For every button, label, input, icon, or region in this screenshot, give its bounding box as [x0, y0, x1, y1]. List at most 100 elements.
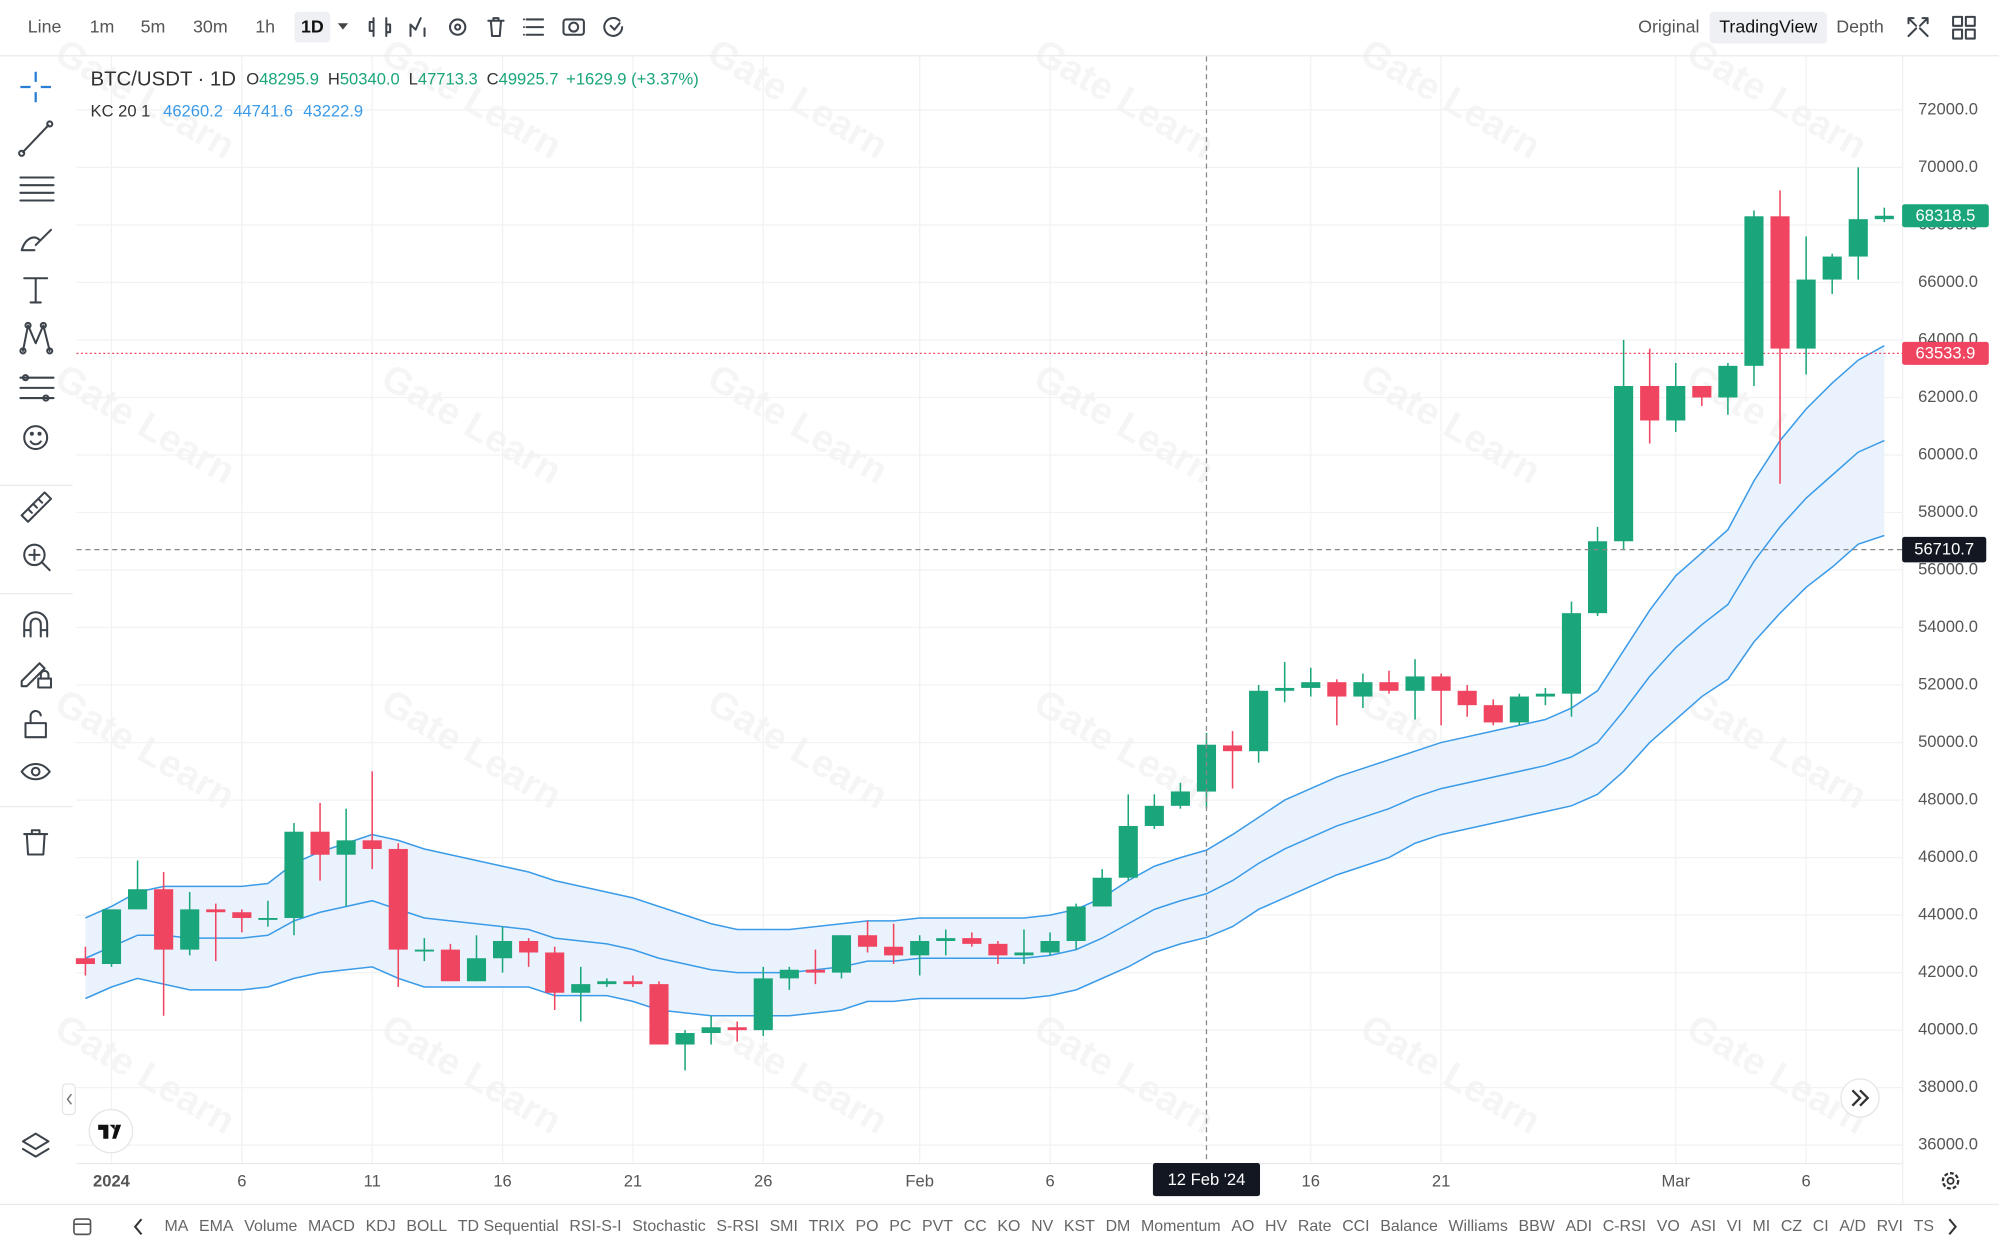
pattern-tool[interactable]: [19, 321, 54, 355]
indicator-button[interactable]: Stochastic: [632, 1218, 705, 1235]
indicator-button[interactable]: PO: [856, 1218, 879, 1235]
indicator-button[interactable]: Balance: [1380, 1218, 1438, 1235]
indicator-button[interactable]: KO: [997, 1218, 1020, 1235]
indicator-button[interactable]: PVT: [922, 1218, 953, 1235]
replay-button[interactable]: [603, 17, 624, 37]
candle-body: [154, 889, 174, 950]
indicator-button[interactable]: TD Sequential: [458, 1218, 559, 1235]
view-tab[interactable]: TradingView: [1719, 16, 1817, 36]
channel-line: [85, 439, 1885, 974]
delete-button[interactable]: [487, 17, 505, 38]
indicator-button[interactable]: TS: [1914, 1218, 1934, 1235]
collapse-sidebar-button[interactable]: [61, 1083, 76, 1116]
indicator-button[interactable]: ADI: [1565, 1218, 1592, 1235]
y-tick-label: 54000.0: [1918, 617, 1978, 636]
indicator-button[interactable]: VO: [1657, 1218, 1680, 1235]
unlock-tool[interactable]: [24, 710, 47, 739]
indicator-button[interactable]: CZ: [1781, 1218, 1802, 1235]
ohlc-value: 48295.9: [259, 70, 319, 89]
visibility-tool[interactable]: [20, 762, 51, 781]
indicator-button[interactable]: CI: [1813, 1218, 1829, 1235]
lock-drawings-tool[interactable]: [20, 662, 53, 689]
indicator-button[interactable]: Rate: [1298, 1218, 1332, 1235]
indicator-button[interactable]: EMA: [199, 1218, 234, 1235]
indicator-button[interactable]: VI: [1727, 1218, 1742, 1235]
indicator-button[interactable]: NV: [1031, 1218, 1053, 1235]
candle-body: [962, 938, 982, 944]
candle-body: [1066, 906, 1086, 941]
indicator-button[interactable]: RSI-S-I: [569, 1218, 621, 1235]
interval-button[interactable]: 1D: [301, 16, 324, 36]
indicator-button[interactable]: C-RSI: [1603, 1218, 1646, 1235]
y-tick-label: 40000.0: [1918, 1020, 1978, 1039]
indicator-button[interactable]: KDJ: [366, 1218, 396, 1235]
fibonacci-tool[interactable]: [19, 374, 55, 402]
settings-toolbar-button[interactable]: [449, 18, 467, 36]
candle-body: [1275, 687, 1295, 691]
candle-body: [75, 958, 95, 964]
ruler-tool[interactable]: [20, 491, 53, 523]
x-tick-label: 2024: [93, 1171, 131, 1190]
view-tab[interactable]: Depth: [1836, 16, 1884, 36]
indicator-button[interactable]: MACD: [308, 1218, 355, 1235]
indicators-scroll-right[interactable]: [1948, 1218, 1957, 1236]
indicator-button[interactable]: Williams: [1449, 1218, 1508, 1235]
x-tick-label: 6: [237, 1171, 246, 1190]
emoji-tool[interactable]: [23, 425, 49, 451]
indicators-scroll-left[interactable]: [133, 1218, 143, 1236]
fullscreen-button[interactable]: [1907, 17, 1929, 38]
zoom-tool[interactable]: [23, 543, 51, 572]
candle-body: [1379, 682, 1399, 691]
layout-button[interactable]: [1952, 15, 1976, 40]
text-tool[interactable]: [23, 277, 49, 304]
candle-body: [805, 969, 825, 973]
candle-body: [127, 889, 148, 910]
indicator-button[interactable]: ASI: [1690, 1218, 1716, 1235]
indicator-button[interactable]: S-RSI: [716, 1218, 758, 1235]
magnet-tool[interactable]: [23, 611, 49, 638]
indicators-button[interactable]: [409, 17, 426, 38]
indicator-button[interactable]: PC: [889, 1218, 911, 1235]
indicator-button[interactable]: Momentum: [1141, 1218, 1221, 1235]
chart-type-button[interactable]: [368, 17, 392, 38]
indicator-button[interactable]: Volume: [244, 1218, 297, 1235]
indicator-button[interactable]: MA: [164, 1218, 188, 1235]
indicator-button[interactable]: RVI: [1877, 1218, 1903, 1235]
indicator-button[interactable]: CCI: [1342, 1218, 1369, 1235]
crosshair-tool[interactable]: [20, 71, 51, 103]
indicator-button[interactable]: TRIX: [809, 1218, 846, 1235]
indicator-button[interactable]: A/D: [1839, 1218, 1866, 1235]
brush-tool[interactable]: [20, 228, 53, 252]
indicator-button[interactable]: KST: [1064, 1218, 1095, 1235]
interval-button[interactable]: 1h: [255, 16, 275, 36]
view-tab[interactable]: Original: [1638, 16, 1699, 36]
candle-body: [492, 940, 513, 959]
indicator-button[interactable]: MI: [1753, 1218, 1771, 1235]
indicator-button[interactable]: HV: [1265, 1218, 1287, 1235]
interval-button[interactable]: 30m: [193, 16, 228, 36]
interval-dropdown[interactable]: [337, 23, 349, 30]
scroll-to-latest-button[interactable]: [1840, 1078, 1880, 1118]
candle-body: [1249, 690, 1269, 752]
remove-drawings-tool[interactable]: [23, 829, 49, 856]
indicator-button[interactable]: SMI: [770, 1218, 798, 1235]
tradingview-logo[interactable]: [88, 1108, 134, 1154]
layers-tool[interactable]: [21, 1132, 50, 1158]
interval-button[interactable]: 1m: [90, 16, 115, 36]
candle-body: [101, 909, 122, 964]
candle-body: [857, 935, 878, 947]
candle-body: [258, 917, 278, 920]
indicator-button[interactable]: AO: [1231, 1218, 1254, 1235]
list-button[interactable]: [522, 18, 545, 36]
calendar-button[interactable]: [73, 1218, 92, 1236]
indicator-button[interactable]: BOLL: [406, 1218, 447, 1235]
indicator-button[interactable]: BBW: [1518, 1218, 1554, 1235]
indicator-button[interactable]: DM: [1106, 1218, 1131, 1235]
interval-button[interactable]: 5m: [141, 16, 166, 36]
trend-line-tool[interactable]: [18, 120, 54, 157]
horizontal-lines-tool[interactable]: [19, 176, 55, 202]
interval-button[interactable]: Line: [28, 16, 62, 36]
screenshot-button[interactable]: [562, 18, 585, 36]
indicator-button[interactable]: CC: [964, 1218, 987, 1235]
settings-button[interactable]: [1941, 1172, 1960, 1190]
